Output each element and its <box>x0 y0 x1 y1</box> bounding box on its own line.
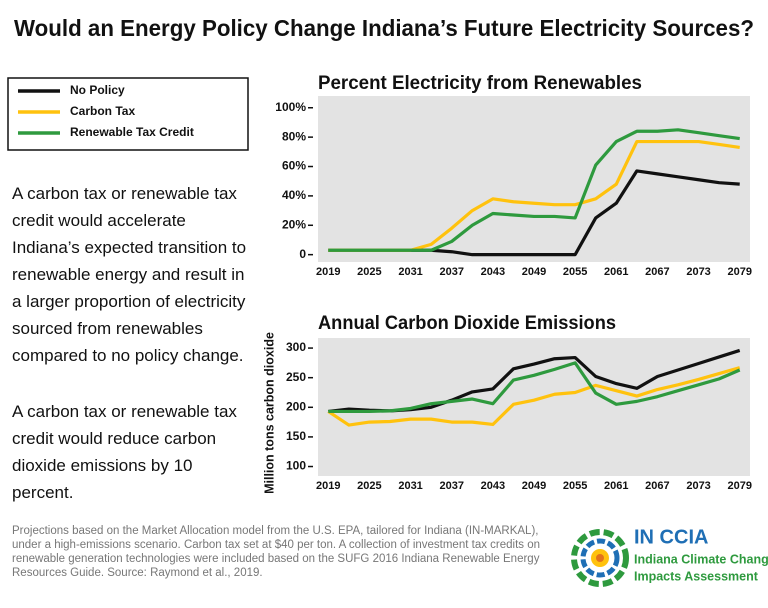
y-tick-label: 40% <box>282 188 306 202</box>
series-line <box>328 361 741 414</box>
logo-name: IN CCIA <box>634 526 708 548</box>
x-tick-label: 2067 <box>645 480 669 492</box>
page-title: Would an Energy Policy Change Indiana’s … <box>14 15 754 41</box>
plot-area <box>318 96 750 262</box>
description: A carbon tax or renewable tax credit wou… <box>12 402 237 502</box>
x-tick-label: 2079 <box>727 480 751 492</box>
x-tick-label: 2019 <box>316 480 340 492</box>
x-tick-label: 2079 <box>727 266 751 278</box>
chart-title: Annual Carbon Dioxide Emissions <box>318 313 616 334</box>
series-line <box>327 366 741 427</box>
legend-label: Renewable Tax Credit <box>70 125 194 139</box>
y-tick-label: 200 <box>286 399 306 413</box>
logo-line: Impacts Assessment <box>634 569 759 583</box>
x-tick-label: 2043 <box>481 480 505 492</box>
y-tick-label: 300 <box>286 340 306 354</box>
x-tick-label: 2037 <box>439 480 463 492</box>
chart-title: Percent Electricity from Renewables <box>318 73 642 94</box>
y-tick-label: 100% <box>275 100 306 114</box>
x-tick-label: 2025 <box>357 480 381 492</box>
x-tick-label: 2019 <box>316 266 340 278</box>
plot-area <box>318 338 750 476</box>
legend-label: Carbon Tax <box>70 104 135 118</box>
y-tick-label: 80% <box>282 129 306 143</box>
series-line <box>328 128 740 252</box>
logo-icon <box>571 529 629 587</box>
y-tick-label: 20% <box>282 217 306 231</box>
y-tick-label: 0 <box>299 247 306 261</box>
x-tick-label: 2073 <box>686 480 710 492</box>
x-tick-label: 2043 <box>481 266 505 278</box>
x-tick-label: 2025 <box>357 266 381 278</box>
x-tick-label: 2055 <box>563 266 587 278</box>
x-tick-label: 2061 <box>604 480 628 492</box>
x-tick-label: 2031 <box>398 266 422 278</box>
x-tick-label: 2031 <box>398 480 422 492</box>
x-tick-label: 2049 <box>522 266 546 278</box>
x-tick-label: 2037 <box>439 266 463 278</box>
y-tick-label: 60% <box>282 159 306 173</box>
x-tick-label: 2049 <box>522 480 546 492</box>
x-tick-label: 2067 <box>645 266 669 278</box>
y-tick-label: 150 <box>286 429 306 443</box>
y-tick-label: 250 <box>286 370 306 384</box>
y-tick-label: 100 <box>286 459 306 473</box>
x-tick-label: 2061 <box>604 266 628 278</box>
legend-label: No Policy <box>70 83 125 97</box>
y-axis-label: Million tons carbon dioxide <box>262 332 276 494</box>
description: A carbon tax or renewable tax credit wou… <box>12 184 247 365</box>
footnote: Projections based on the Market Allocati… <box>12 525 541 579</box>
x-tick-label: 2055 <box>563 480 587 492</box>
x-tick-label: 2073 <box>686 266 710 278</box>
logo-line: Indiana Climate Change <box>634 552 768 566</box>
